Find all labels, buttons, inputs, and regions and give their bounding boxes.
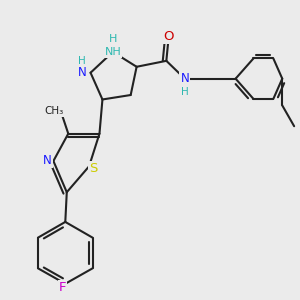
Text: N: N (43, 154, 52, 167)
Text: CH₃: CH₃ (45, 106, 64, 116)
Text: S: S (89, 162, 98, 175)
Text: NH: NH (104, 47, 121, 57)
Text: N: N (78, 66, 87, 79)
Text: H: H (109, 34, 117, 44)
Text: F: F (58, 281, 66, 294)
Text: O: O (163, 30, 174, 43)
Text: N: N (180, 72, 189, 85)
Text: H: H (181, 87, 189, 97)
Text: H: H (78, 56, 86, 66)
